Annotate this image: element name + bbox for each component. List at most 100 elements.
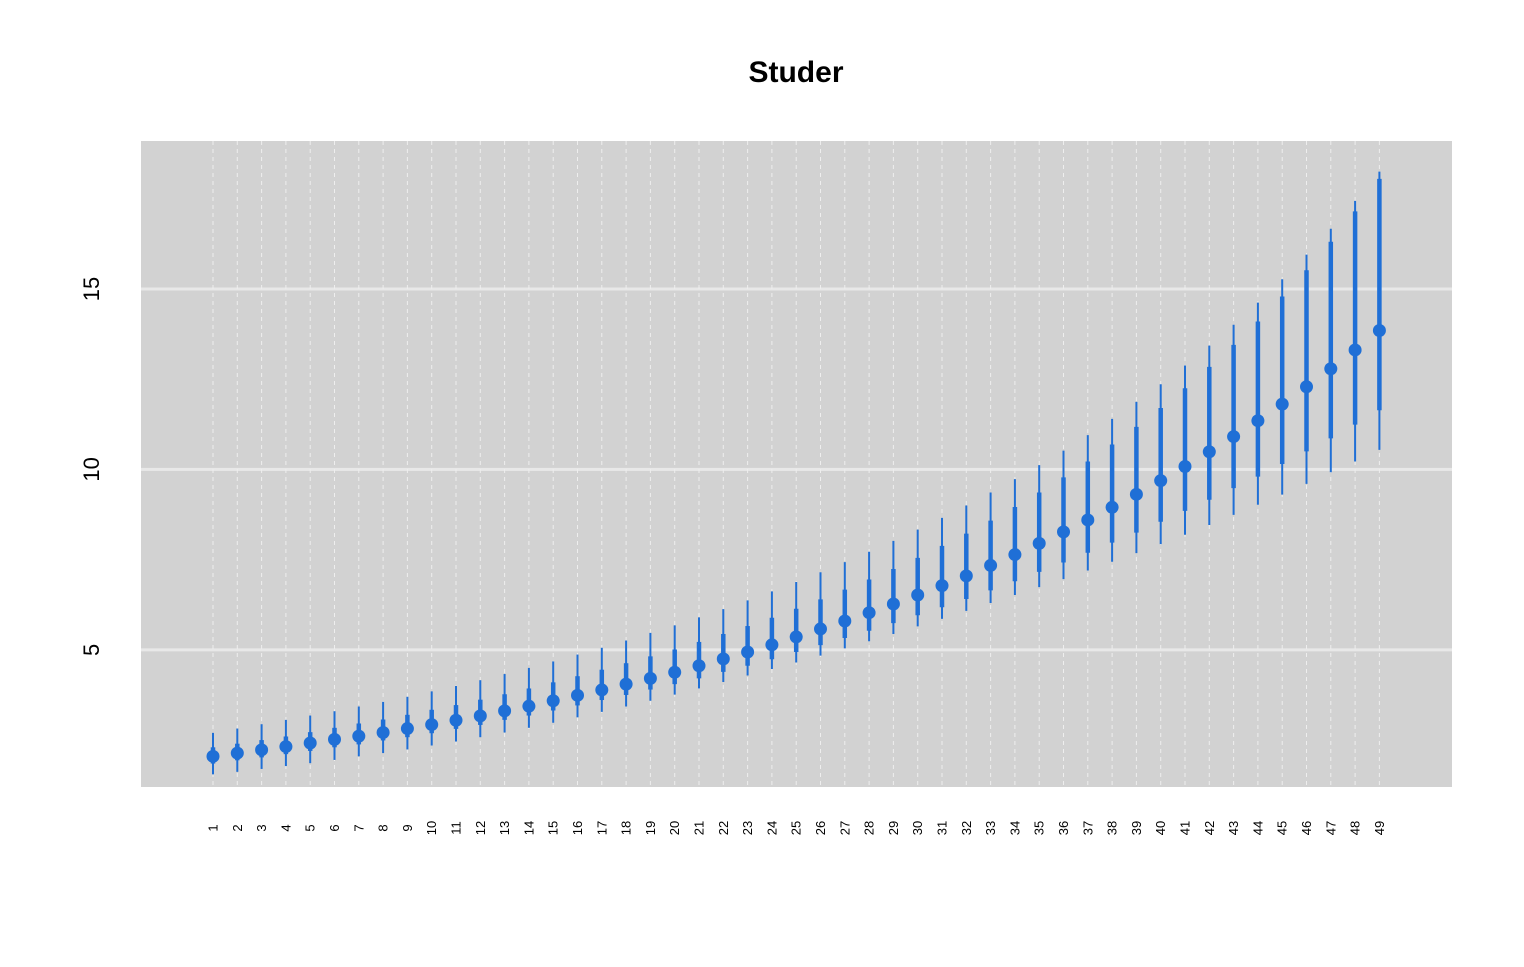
median-point [1300, 380, 1313, 394]
median-point [1008, 548, 1022, 562]
x-tick-label: 24 [764, 821, 779, 835]
median-point [376, 726, 390, 740]
median-point [668, 665, 682, 679]
x-tick-label: 3 [254, 824, 269, 831]
median-point [1105, 500, 1119, 514]
median-point [546, 694, 560, 708]
y-tick-label: 15 [79, 277, 104, 301]
median-point [814, 622, 827, 636]
x-tick-label: 5 [303, 824, 318, 831]
x-tick-label: 47 [1323, 821, 1338, 835]
median-point [692, 659, 706, 673]
y-tick-label: 5 [79, 644, 104, 656]
x-tick-label: 25 [789, 821, 804, 835]
median-point [1324, 362, 1338, 376]
x-tick-label: 38 [1105, 821, 1120, 835]
x-tick-label: 20 [667, 821, 682, 835]
y-tick-label: 10 [79, 457, 104, 481]
x-tick-label: 14 [521, 821, 536, 835]
x-tick-label: 15 [546, 821, 561, 835]
median-point [425, 718, 439, 732]
x-tick-label: 17 [594, 821, 609, 835]
x-tick-label: 11 [449, 821, 464, 835]
x-tick-label: 23 [740, 821, 755, 835]
x-tick-label: 36 [1056, 821, 1071, 835]
x-tick-label: 32 [959, 821, 974, 835]
x-tick-label: 42 [1202, 821, 1217, 835]
median-point [911, 588, 925, 602]
median-point [449, 713, 463, 727]
median-point [1178, 460, 1192, 474]
median-point [328, 732, 341, 746]
x-tick-label: 7 [351, 824, 366, 831]
x-tick-label: 19 [643, 821, 658, 835]
median-point [886, 597, 900, 611]
x-tick-label: 41 [1178, 821, 1193, 835]
x-tick-label: 21 [692, 821, 707, 835]
x-tick-label: 43 [1226, 821, 1241, 835]
x-tick-label: 37 [1080, 821, 1095, 835]
x-tick-label: 2 [230, 824, 245, 831]
x-tick-label: 16 [570, 821, 585, 835]
median-point [935, 579, 949, 593]
median-point [498, 704, 512, 718]
median-point [789, 630, 803, 644]
y-axis: 5 10 15 [79, 277, 104, 656]
x-tick-label: 33 [983, 821, 998, 835]
median-point [838, 614, 852, 628]
x-tick-label: 27 [837, 821, 852, 835]
median-point [1032, 536, 1046, 550]
x-tick-label: 28 [862, 821, 877, 835]
x-tick-label: 48 [1348, 821, 1363, 835]
x-tick-label: 30 [910, 821, 925, 835]
median-point [959, 569, 973, 583]
median-point [595, 683, 609, 697]
median-point [1227, 430, 1241, 444]
median-point [206, 749, 220, 763]
x-tick-label: 40 [1153, 821, 1168, 835]
median-point [1057, 525, 1070, 539]
median-point [716, 652, 730, 666]
x-tick-label: 29 [886, 821, 901, 835]
x-axis: 1 2 3 4 5 6 7 8 9 10 11 12 13 14 15 16 17 18 19 20 21 22 23 24 2… [206, 821, 1387, 835]
median-point [619, 677, 633, 691]
median-point [1348, 343, 1362, 357]
median-point [1372, 323, 1386, 337]
x-tick-label: 49 [1372, 821, 1387, 835]
median-point [473, 709, 487, 723]
median-point [255, 743, 269, 757]
median-point [765, 638, 779, 652]
x-tick-label: 18 [619, 821, 634, 835]
median-point [352, 729, 366, 743]
median-point [862, 606, 876, 620]
median-point [1275, 397, 1289, 411]
median-point [303, 736, 317, 750]
median-point [984, 558, 998, 572]
x-tick-label: 9 [400, 824, 415, 831]
median-point [522, 699, 536, 713]
median-point [1081, 513, 1095, 527]
x-tick-label: 35 [1032, 821, 1047, 835]
x-tick-label: 46 [1299, 821, 1314, 835]
median-point [643, 671, 657, 685]
x-tick-label: 10 [424, 821, 439, 835]
median-point [1129, 487, 1143, 501]
median-point [230, 746, 244, 760]
chart-title: Studer [748, 56, 843, 89]
median-point [741, 645, 755, 659]
x-tick-label: 45 [1275, 821, 1290, 835]
median-point [1251, 414, 1265, 428]
x-tick-label: 8 [376, 824, 391, 831]
median-point [1154, 474, 1168, 488]
median-point [1202, 445, 1216, 459]
x-tick-label: 26 [813, 821, 828, 835]
median-point [571, 688, 584, 702]
x-tick-label: 12 [473, 821, 488, 835]
median-point [279, 740, 293, 754]
x-tick-label: 1 [206, 824, 221, 831]
x-tick-label: 39 [1129, 821, 1144, 835]
median-point [400, 722, 414, 736]
x-tick-label: 31 [935, 821, 950, 835]
